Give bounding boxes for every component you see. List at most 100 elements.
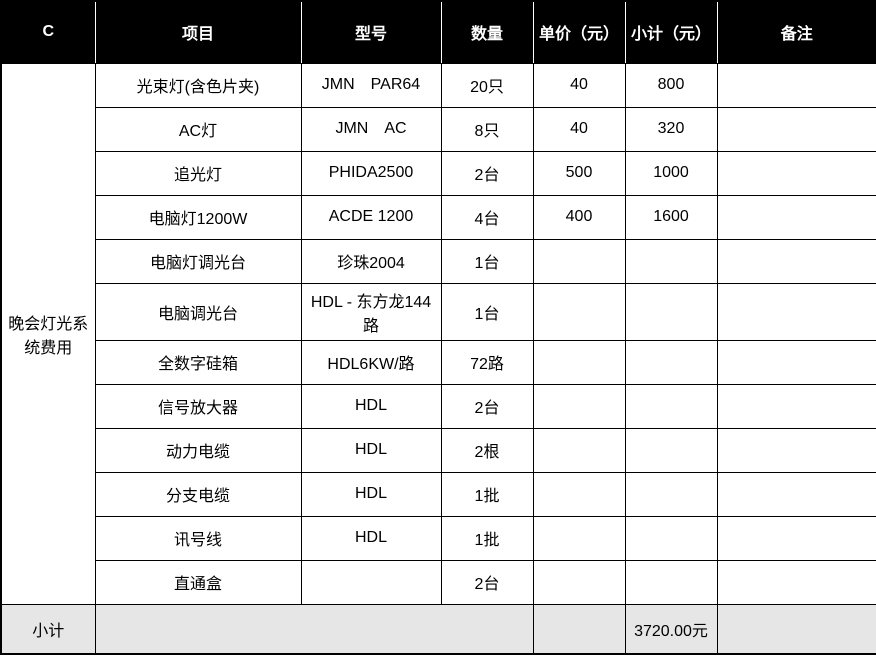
price-cell: 40 xyxy=(533,107,625,151)
qty-cell: 8只 xyxy=(441,107,533,151)
item-cell: 追光灯 xyxy=(95,151,301,195)
qty-cell: 1批 xyxy=(441,472,533,516)
item-cell: 光束灯(含色片夹) xyxy=(95,63,301,107)
model-cell: 珍珠2004 xyxy=(301,239,441,283)
table-row: 直通盒 2台 xyxy=(1,560,876,604)
item-cell: 电脑调光台 xyxy=(95,283,301,340)
col-header-qty: 数量 xyxy=(441,1,533,63)
model-cell: ACDE 1200 xyxy=(301,195,441,239)
remark-cell xyxy=(717,283,876,340)
table-header: C 项目 型号 数量 单价（元） 小计（元） 备注 xyxy=(1,1,876,63)
item-cell: 信号放大器 xyxy=(95,384,301,428)
item-cell: 分支电缆 xyxy=(95,472,301,516)
qty-cell: 20只 xyxy=(441,63,533,107)
table-row: 信号放大器HDL2台 xyxy=(1,384,876,428)
subtotal-cell: 800 xyxy=(625,63,717,107)
col-header-model: 型号 xyxy=(301,1,441,63)
remark-cell xyxy=(717,472,876,516)
remark-cell xyxy=(717,560,876,604)
table-row: 电脑灯调光台珍珠20041台 xyxy=(1,239,876,283)
col-header-remark: 备注 xyxy=(717,1,876,63)
table-body: 晚会灯光系统费用光束灯(含色片夹)JMN PAR6420只40800AC灯JMN… xyxy=(1,63,876,654)
subtotal-label: 小计 xyxy=(1,604,95,654)
qty-cell: 72路 xyxy=(441,340,533,384)
item-cell: 动力电缆 xyxy=(95,428,301,472)
table-row: 分支电缆HDL1批 xyxy=(1,472,876,516)
table-row: AC灯JMN AC8只40320 xyxy=(1,107,876,151)
table-row: 电脑调光台HDL - 东方龙144路1台 xyxy=(1,283,876,340)
qty-cell: 2根 xyxy=(441,428,533,472)
model-cell: JMN AC xyxy=(301,107,441,151)
model-cell: HDL xyxy=(301,428,441,472)
price-cell xyxy=(533,340,625,384)
subtotal-cell xyxy=(625,560,717,604)
subtotal-cell: 1000 xyxy=(625,151,717,195)
table-row: 动力电缆HDL2根 xyxy=(1,428,876,472)
subtotal-cell xyxy=(625,340,717,384)
remark-cell xyxy=(717,63,876,107)
model-cell xyxy=(301,560,441,604)
subtotal-cell xyxy=(625,283,717,340)
col-header-c: C xyxy=(1,1,95,63)
table-row: 全数字硅箱HDL6KW/路72路 xyxy=(1,340,876,384)
price-cell: 40 xyxy=(533,63,625,107)
table-row: 电脑灯1200WACDE 12004台4001600 xyxy=(1,195,876,239)
item-cell: 电脑灯调光台 xyxy=(95,239,301,283)
table-row: 追光灯PHIDA25002台5001000 xyxy=(1,151,876,195)
subtotal-cell: 1600 xyxy=(625,195,717,239)
price-cell xyxy=(533,560,625,604)
remark-cell xyxy=(717,428,876,472)
item-cell: 直通盒 xyxy=(95,560,301,604)
price-cell xyxy=(533,384,625,428)
price-cell xyxy=(533,472,625,516)
model-cell: HDL6KW/路 xyxy=(301,340,441,384)
remark-cell xyxy=(717,107,876,151)
subtotal-cell xyxy=(625,428,717,472)
item-cell: 电脑灯1200W xyxy=(95,195,301,239)
qty-cell: 1台 xyxy=(441,283,533,340)
remark-cell xyxy=(717,151,876,195)
model-cell: JMN PAR64 xyxy=(301,63,441,107)
subtotal-row: 小计 3720.00元 xyxy=(1,604,876,654)
remark-cell xyxy=(717,340,876,384)
price-cell xyxy=(533,428,625,472)
item-cell: 讯号线 xyxy=(95,516,301,560)
subtotal-cell xyxy=(625,472,717,516)
table-container: C 项目 型号 数量 单价（元） 小计（元） 备注 晚会灯光系统费用光束灯(含色… xyxy=(0,0,876,655)
table-row: 讯号线HDL1批 xyxy=(1,516,876,560)
model-cell: HDL xyxy=(301,516,441,560)
subtotal-cell: 320 xyxy=(625,107,717,151)
qty-cell: 2台 xyxy=(441,151,533,195)
price-cell: 400 xyxy=(533,195,625,239)
subtotal-cell xyxy=(625,516,717,560)
subtotal-remark xyxy=(717,604,876,654)
subtotal-blank xyxy=(95,604,533,654)
model-cell: HDL xyxy=(301,472,441,516)
remark-cell xyxy=(717,195,876,239)
qty-cell: 1批 xyxy=(441,516,533,560)
col-header-item: 项目 xyxy=(95,1,301,63)
table-row: 晚会灯光系统费用光束灯(含色片夹)JMN PAR6420只40800 xyxy=(1,63,876,107)
price-cell: 500 xyxy=(533,151,625,195)
remark-cell xyxy=(717,516,876,560)
remark-cell xyxy=(717,384,876,428)
item-cell: AC灯 xyxy=(95,107,301,151)
subtotal-total: 3720.00元 xyxy=(625,604,717,654)
model-cell: HDL xyxy=(301,384,441,428)
price-cell xyxy=(533,516,625,560)
lighting-cost-table: C 项目 型号 数量 单价（元） 小计（元） 备注 晚会灯光系统费用光束灯(含色… xyxy=(0,0,876,655)
item-cell: 全数字硅箱 xyxy=(95,340,301,384)
qty-cell: 2台 xyxy=(441,384,533,428)
model-cell: PHIDA2500 xyxy=(301,151,441,195)
price-cell xyxy=(533,239,625,283)
qty-cell: 2台 xyxy=(441,560,533,604)
col-header-price: 单价（元） xyxy=(533,1,625,63)
price-cell xyxy=(533,283,625,340)
subtotal-price-blank xyxy=(533,604,625,654)
subtotal-cell xyxy=(625,239,717,283)
model-cell: HDL - 东方龙144路 xyxy=(301,283,441,340)
subtotal-cell xyxy=(625,384,717,428)
remark-cell xyxy=(717,239,876,283)
category-cell: 晚会灯光系统费用 xyxy=(1,63,95,604)
qty-cell: 4台 xyxy=(441,195,533,239)
